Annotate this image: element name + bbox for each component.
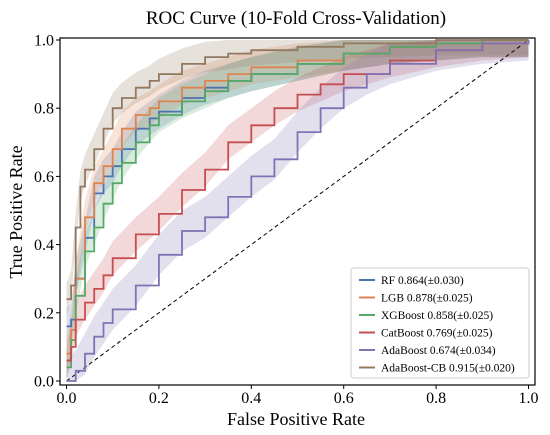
x-tick-label: 0.6 <box>334 390 354 407</box>
x-ticks: 0.0 0.2 0.4 0.6 0.8 1.0 <box>57 385 539 407</box>
legend-entry-adaboost-cb: AdaBoost-CB 0.915(±0.020) <box>381 363 515 375</box>
x-tick-label: 1.0 <box>519 390 539 407</box>
x-tick-label: 0.4 <box>241 390 261 407</box>
y-tick-label: 0.2 <box>34 305 54 322</box>
legend-entry-xgboost: XGBoost 0.858(±0.025) <box>381 310 493 322</box>
y-ticks: 0.0 0.2 0.4 0.6 0.8 1.0 <box>34 33 60 391</box>
line-adaboost <box>66 40 530 382</box>
x-tick-label: 0.0 <box>57 390 77 407</box>
chance-line <box>66 39 529 382</box>
y-tick-label: 0.6 <box>34 169 54 186</box>
legend-entry-adaboost: AdaBoost 0.674(±0.034) <box>381 345 496 357</box>
y-tick-label: 0.8 <box>34 101 54 118</box>
legend-entry-lgb: LGB 0.878(±0.025) <box>381 293 473 305</box>
line-xgboost <box>66 39 529 369</box>
x-axis-label: False Positive Rate <box>227 409 365 429</box>
legend: RF 0.864(±0.030) LGB 0.878(±0.025) XGBoost… <box>350 267 530 379</box>
y-axis-label: True Positive Rate <box>6 145 26 278</box>
plot-frame <box>59 37 536 386</box>
y-tick-label: 0.4 <box>34 237 54 254</box>
legend-entry-rf: RF 0.864(±0.030) <box>381 275 464 287</box>
chart-title: ROC Curve (10-Fold Cross-Validation) <box>146 8 446 29</box>
line-adaboost-cb <box>66 39 529 301</box>
roc-lines <box>66 39 530 382</box>
y-tick-label: 1.0 <box>34 33 54 50</box>
x-tick-label: 0.2 <box>149 390 169 407</box>
y-tick-label: 0.0 <box>34 374 54 391</box>
legend-box <box>350 267 530 379</box>
x-tick-label: 0.8 <box>426 390 446 407</box>
legend-entry-catboost: CatBoost 0.769(±0.025) <box>381 328 493 340</box>
